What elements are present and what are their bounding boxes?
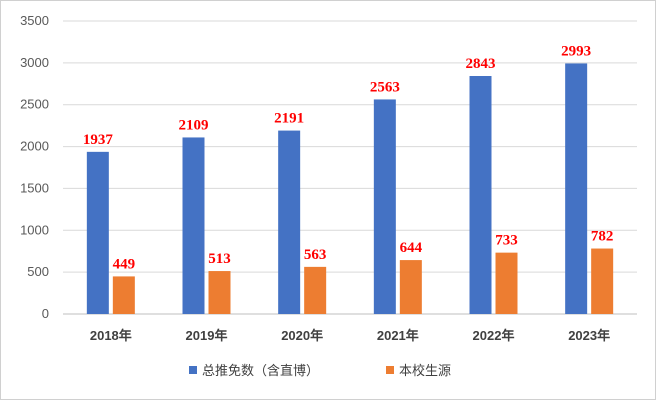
data-label: 449 bbox=[113, 256, 136, 272]
x-tick-label: 2023年 bbox=[568, 328, 610, 343]
data-label: 2563 bbox=[370, 79, 400, 95]
data-label: 2109 bbox=[179, 117, 209, 133]
bar-own-school bbox=[304, 266, 327, 314]
bar-total bbox=[469, 76, 492, 315]
bar-own-school bbox=[591, 248, 614, 314]
legend: 总推免数（含直博） 本校生源 bbox=[189, 363, 451, 378]
legend-swatch bbox=[189, 366, 197, 374]
data-label: 2843 bbox=[466, 56, 496, 72]
x-tick-label: 2022年 bbox=[473, 328, 515, 343]
y-axis-ticks: 0 500 1000 1500 2000 2500 3000 3500 bbox=[20, 13, 49, 321]
bar-total bbox=[86, 151, 109, 314]
bar-total bbox=[182, 137, 205, 314]
y-tick-label: 1500 bbox=[20, 180, 49, 195]
data-label: 782 bbox=[591, 229, 614, 245]
data-label: 563 bbox=[304, 247, 327, 263]
bar-total bbox=[565, 63, 588, 314]
x-tick-label: 2021年 bbox=[377, 328, 419, 343]
data-label: 2191 bbox=[274, 111, 304, 127]
bar-own-school bbox=[112, 276, 135, 314]
bar-own-school bbox=[495, 252, 518, 314]
bar-own-school bbox=[208, 271, 231, 314]
bar-own-school bbox=[399, 260, 422, 314]
y-tick-label: 2000 bbox=[20, 139, 49, 154]
x-tick-label: 2020年 bbox=[281, 328, 323, 343]
data-label: 1937 bbox=[83, 132, 114, 148]
data-label: 733 bbox=[495, 233, 518, 249]
y-tick-label: 500 bbox=[27, 264, 49, 279]
y-tick-label: 0 bbox=[42, 306, 49, 321]
y-tick-label: 3000 bbox=[20, 55, 49, 70]
x-axis-ticks: 2018年 2019年 2020年 2021年 2022年 2023年 bbox=[90, 328, 610, 343]
data-label: 513 bbox=[208, 251, 231, 267]
legend-label: 总推免数（含直博） bbox=[202, 363, 319, 378]
x-tick-label: 2018年 bbox=[90, 328, 132, 343]
legend-label: 本校生源 bbox=[399, 363, 451, 378]
grid-layer bbox=[63, 20, 637, 315]
bar-total bbox=[373, 99, 396, 315]
y-tick-label: 2500 bbox=[20, 97, 49, 112]
legend-swatch bbox=[386, 366, 394, 374]
y-tick-label: 3500 bbox=[20, 13, 49, 28]
data-labels-layer: 1937 449 2109 513 2191 563 2563 644 2843 733 2993 7… bbox=[83, 43, 614, 272]
data-label: 644 bbox=[400, 240, 423, 256]
data-label: 2993 bbox=[561, 43, 591, 59]
y-tick-label: 1000 bbox=[20, 222, 49, 237]
bars-layer bbox=[86, 63, 614, 315]
x-tick-label: 2019年 bbox=[186, 328, 228, 343]
bar-total bbox=[278, 130, 301, 314]
